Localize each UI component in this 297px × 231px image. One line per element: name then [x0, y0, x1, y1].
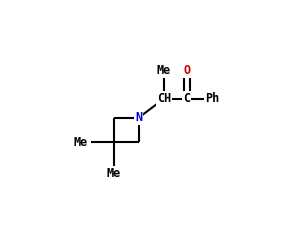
- Text: C: C: [183, 92, 190, 105]
- Text: N: N: [135, 111, 143, 124]
- Text: Me: Me: [73, 136, 87, 149]
- Text: Me: Me: [107, 167, 121, 180]
- Text: Me: Me: [157, 64, 171, 77]
- Text: O: O: [183, 64, 190, 77]
- Text: CH: CH: [157, 92, 171, 105]
- Text: Ph: Ph: [205, 92, 219, 105]
